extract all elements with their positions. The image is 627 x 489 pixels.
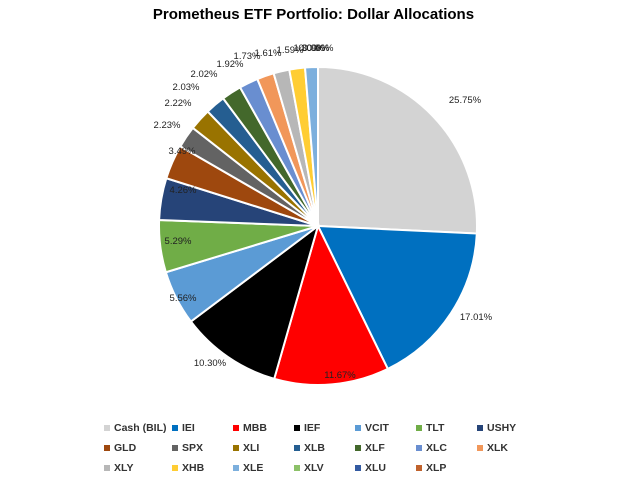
legend-item: USHY — [477, 422, 538, 434]
legend-label: XHB — [182, 462, 205, 474]
data-label: 0.00% — [303, 43, 330, 54]
legend-item: XLY — [104, 462, 172, 474]
legend-label: XLB — [304, 442, 325, 454]
legend-item: XLI — [233, 442, 294, 454]
legend-label: XLE — [243, 462, 264, 474]
legend-swatch — [355, 425, 361, 431]
legend-swatch — [416, 445, 422, 451]
legend-item: XLK — [477, 442, 538, 454]
legend-swatch — [294, 425, 300, 431]
legend-swatch — [104, 465, 110, 471]
legend: Cash (BIL) IEI MBB IEF VCIT TLT USHY GLD SPX XLI X… — [104, 418, 574, 478]
legend-item: XHB — [172, 462, 233, 474]
legend-item: XLF — [355, 442, 416, 454]
data-label: 25.75% — [449, 95, 482, 106]
legend-swatch — [355, 465, 361, 471]
legend-label: SPX — [182, 442, 204, 454]
data-label: 5.56% — [170, 293, 197, 304]
legend-swatch — [416, 465, 422, 471]
legend-item: XLB — [294, 442, 355, 454]
data-label: 10.30% — [194, 358, 227, 369]
legend-label: VCIT — [365, 422, 389, 434]
legend-item: XLC — [416, 442, 477, 454]
data-label: 1.61% — [255, 48, 282, 59]
legend-swatch — [355, 445, 361, 451]
pie-slice-xle — [303, 65, 319, 227]
legend-item: IEF — [294, 422, 355, 434]
data-label: 17.01% — [460, 312, 493, 323]
legend-item: XLP — [416, 462, 477, 474]
legend-item: SPX — [172, 442, 233, 454]
legend-row: Cash (BIL) IEI MBB IEF VCIT TLT USHY — [104, 418, 574, 438]
pie-slice-mbb — [272, 223, 390, 386]
legend-item: XLU — [355, 462, 416, 474]
legend-swatch — [294, 465, 300, 471]
legend-item: XLV — [294, 462, 355, 474]
legend-label: XLV — [304, 462, 324, 474]
legend-label: TLT — [426, 422, 445, 434]
legend-row: GLD SPX XLI XLB XLF XLC XLK — [104, 438, 574, 458]
legend-label: GLD — [114, 442, 137, 454]
legend-item: IEI — [172, 422, 233, 434]
data-label: 2.22% — [165, 98, 192, 109]
data-label: 2.03% — [173, 82, 200, 93]
legend-swatch — [233, 425, 239, 431]
legend-swatch — [233, 445, 239, 451]
data-label: 4.26% — [170, 185, 197, 196]
data-label: 0.00% — [307, 43, 334, 54]
data-label: 2.23% — [154, 120, 181, 131]
pie-slice-ief — [189, 223, 320, 381]
legend-swatch — [172, 425, 178, 431]
data-label: 1.59% — [277, 45, 304, 56]
data-label: 11.67% — [324, 370, 356, 381]
legend-swatch — [477, 425, 483, 431]
legend-swatch — [416, 425, 422, 431]
data-label: 1.92% — [217, 59, 244, 70]
legend-swatch — [477, 445, 483, 451]
legend-label: MBB — [243, 422, 267, 434]
pie-slice-cash-bil — [317, 65, 478, 235]
data-label: 3.49% — [169, 146, 196, 157]
legend-item: Cash (BIL) — [104, 422, 172, 434]
data-label: 0.00% — [299, 43, 326, 54]
legend-swatch — [294, 445, 300, 451]
legend-label: IEF — [304, 422, 321, 434]
legend-label: XLU — [365, 462, 386, 474]
legend-item: XLE — [233, 462, 294, 474]
legend-label: Cash (BIL) — [114, 422, 167, 434]
legend-swatch — [233, 465, 239, 471]
legend-row: XLY XHB XLE XLV XLU XLP — [104, 458, 574, 478]
chart-title: Prometheus ETF Portfolio: Dollar Allocat… — [152, 6, 475, 23]
data-label: 1.30% — [294, 43, 321, 54]
legend-label: XLI — [243, 442, 260, 454]
legend-label: XLY — [114, 462, 134, 474]
legend-label: XLF — [365, 442, 385, 454]
legend-item: GLD — [104, 442, 172, 454]
legend-label: XLK — [487, 442, 508, 454]
data-label: 5.29% — [165, 236, 192, 247]
legend-item: VCIT — [355, 422, 416, 434]
data-label: 1.73% — [234, 51, 261, 62]
legend-swatch — [104, 425, 110, 431]
legend-item: TLT — [416, 422, 477, 434]
legend-swatch — [172, 445, 178, 451]
legend-label: IEI — [182, 422, 195, 434]
data-label: 2.02% — [191, 69, 218, 80]
legend-swatch — [172, 465, 178, 471]
pie-slice-iei — [316, 224, 478, 371]
legend-label: XLP — [426, 462, 447, 474]
legend-label: USHY — [487, 422, 517, 434]
legend-label: XLC — [426, 442, 447, 454]
legend-swatch — [104, 445, 110, 451]
legend-item: MBB — [233, 422, 294, 434]
